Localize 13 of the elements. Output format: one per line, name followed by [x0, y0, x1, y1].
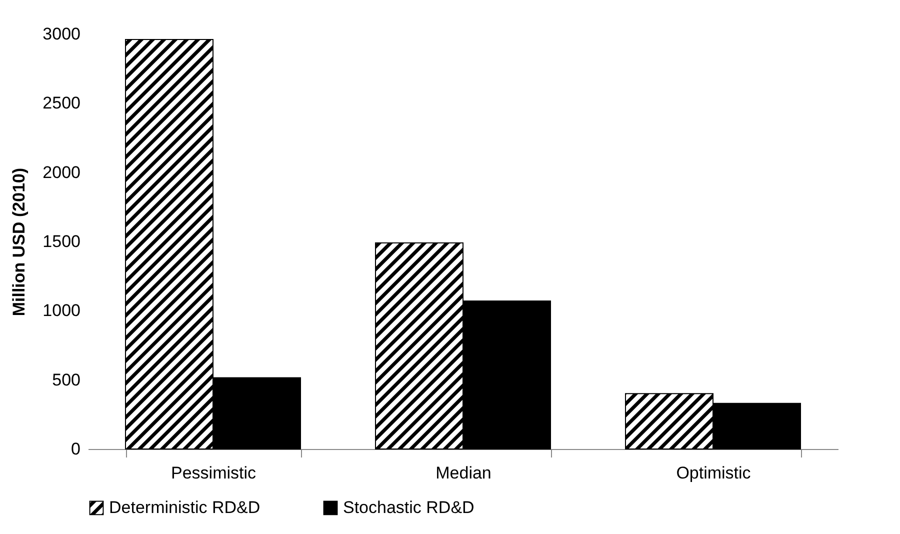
y-tick-label: 0 [71, 440, 80, 458]
x-tick-label: Optimistic [676, 464, 752, 482]
x-tick-label: Pessimistic [170, 464, 256, 482]
y-axis-title: Million USD (2010) [10, 168, 29, 316]
legend-label: Stochastic RD&D [343, 498, 474, 517]
x-tick-label: Median [436, 464, 492, 482]
y-tick-label: 2000 [42, 162, 80, 182]
legend-label: Deterministic RD&D [109, 498, 260, 517]
y-tick-label: 3000 [42, 24, 80, 44]
y-tick-label: 2500 [42, 94, 80, 113]
y-tick-label: 1500 [42, 232, 80, 251]
y-tick-label: 1000 [42, 301, 80, 320]
y-tick-label: 500 [52, 370, 80, 390]
